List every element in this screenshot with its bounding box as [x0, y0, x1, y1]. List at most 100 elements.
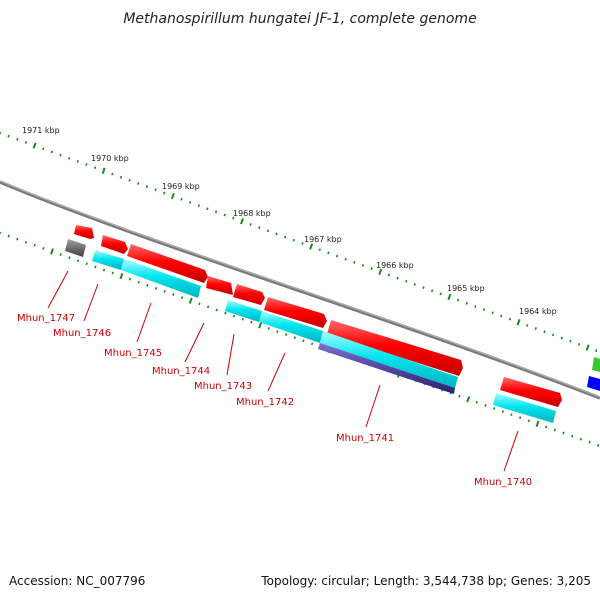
ruler-minor-tick [111, 271, 114, 275]
gene-label[interactable]: Mhun_1740 [474, 477, 532, 488]
ruler-minor-tick [85, 262, 88, 266]
ruler-minor-tick [154, 287, 158, 290]
leader-line [503, 430, 519, 472]
gene-label[interactable]: Mhun_1745 [104, 348, 162, 359]
ruler-minor-tick [560, 336, 563, 340]
ruler-minor-tick [439, 292, 442, 296]
cds-feature[interactable] [233, 284, 265, 305]
cds-feature[interactable] [74, 225, 94, 239]
gene-feature[interactable] [225, 300, 262, 322]
ruler-minor-tick [302, 339, 305, 343]
outer-ruler-track [0, 131, 598, 353]
ruler-minor-tick [543, 330, 546, 334]
leader-line [184, 322, 205, 363]
gene-label[interactable]: Mhun_1747 [17, 313, 75, 324]
gene-label[interactable]: Mhun_1746 [53, 328, 111, 339]
gene-feature[interactable] [121, 259, 201, 298]
ruler-minor-tick [24, 240, 28, 244]
other-feature[interactable] [65, 239, 86, 257]
ruler-minor-tick [42, 147, 45, 151]
ruler-minor-tick [275, 232, 278, 236]
ruler-minor-tick [258, 226, 261, 230]
ruler-minor-tick [94, 265, 97, 269]
ruler-minor-tick [569, 339, 572, 343]
ruler-major-tick [258, 322, 263, 329]
ruler-major-tick [447, 293, 452, 301]
ruler-minor-tick [310, 342, 314, 346]
ruler-minor-tick [50, 150, 54, 154]
gene-label[interactable]: Mhun_1743 [194, 381, 252, 392]
ruler-minor-tick [456, 298, 460, 302]
ruler-minor-tick [510, 413, 513, 416]
ruler-minor-tick [137, 182, 140, 185]
gene-label[interactable]: Mhun_1742 [236, 397, 294, 408]
kbp-label: 1968 kbp [233, 209, 271, 218]
ruler-minor-tick [597, 443, 600, 447]
kbp-label: 1966 kbp [376, 261, 414, 270]
ruler-minor-tick [465, 301, 468, 305]
gene-feature[interactable] [259, 311, 323, 343]
cds-feature[interactable] [206, 276, 233, 295]
ruler-minor-tick [7, 134, 10, 138]
ruler-minor-tick [102, 268, 106, 272]
ruler-minor-tick [422, 286, 425, 289]
ruler-minor-tick [534, 327, 537, 330]
ruler-minor-tick [387, 273, 391, 277]
ruler-minor-tick [493, 407, 496, 410]
ruler-minor-tick [85, 163, 88, 166]
ruler-minor-tick [284, 235, 287, 239]
ruler-major-tick [516, 319, 521, 326]
kbp-label: 1965 kbp [447, 284, 485, 293]
cds-feature[interactable] [101, 235, 128, 254]
ruler-minor-tick [163, 290, 166, 293]
cds-feature[interactable] [264, 297, 327, 328]
ruler-minor-tick [163, 191, 166, 195]
ruler-minor-tick [458, 394, 461, 398]
ruler-minor-tick [353, 260, 356, 264]
ruler-minor-tick [197, 204, 200, 207]
ruler-minor-tick [318, 248, 321, 252]
cds-feature[interactable] [500, 377, 562, 407]
ruler-minor-tick [59, 153, 62, 157]
gene-label-lines [47, 270, 519, 472]
ruler-minor-tick [579, 437, 583, 441]
ruler-major-tick [188, 297, 193, 304]
cds-feature[interactable] [127, 244, 208, 283]
ruler-minor-tick [172, 293, 175, 296]
gene-feature-alt[interactable] [318, 343, 455, 394]
ruler-minor-tick [396, 276, 399, 280]
right-edge-green[interactable] [592, 357, 600, 372]
right-edge-blue[interactable] [587, 376, 600, 391]
ruler-minor-tick [491, 311, 494, 315]
map-title: Methanospirillum hungatei JF-1, complete… [123, 11, 476, 27]
ruler-major-tick [101, 167, 106, 175]
genome-backbone [0, 180, 600, 400]
ruler-minor-tick [588, 440, 591, 444]
ruler-minor-tick [482, 308, 486, 312]
gene-feature[interactable] [92, 250, 124, 270]
gene-label[interactable]: Mhun_1741 [336, 433, 394, 444]
ruler-minor-tick [562, 431, 565, 435]
ruler-minor-tick [508, 317, 512, 321]
ruler-minor-tick [430, 289, 434, 293]
kbp-label: 1971 kbp [22, 126, 60, 135]
ruler-minor-tick [405, 279, 408, 283]
ruler-minor-tick [146, 283, 149, 287]
gene-label[interactable]: Mhun_1744 [152, 366, 210, 377]
ruler-major-tick [585, 344, 590, 351]
gene-feature[interactable] [493, 393, 556, 423]
ruler-minor-tick [7, 234, 10, 238]
cds-feature[interactable] [327, 320, 463, 376]
ruler-minor-tick [241, 317, 244, 321]
ruler-minor-tick [154, 188, 157, 192]
ruler-minor-tick [206, 305, 210, 309]
gene-track [65, 239, 600, 423]
inner-ruler-track [0, 231, 600, 447]
ruler-minor-tick [76, 160, 79, 163]
ruler-minor-tick [344, 257, 347, 261]
ruler-minor-tick [93, 166, 97, 170]
ruler-minor-tick [293, 336, 296, 340]
gene-feature[interactable] [320, 331, 458, 388]
ruler-major-tick [466, 396, 471, 403]
ruler-minor-tick [519, 416, 522, 420]
